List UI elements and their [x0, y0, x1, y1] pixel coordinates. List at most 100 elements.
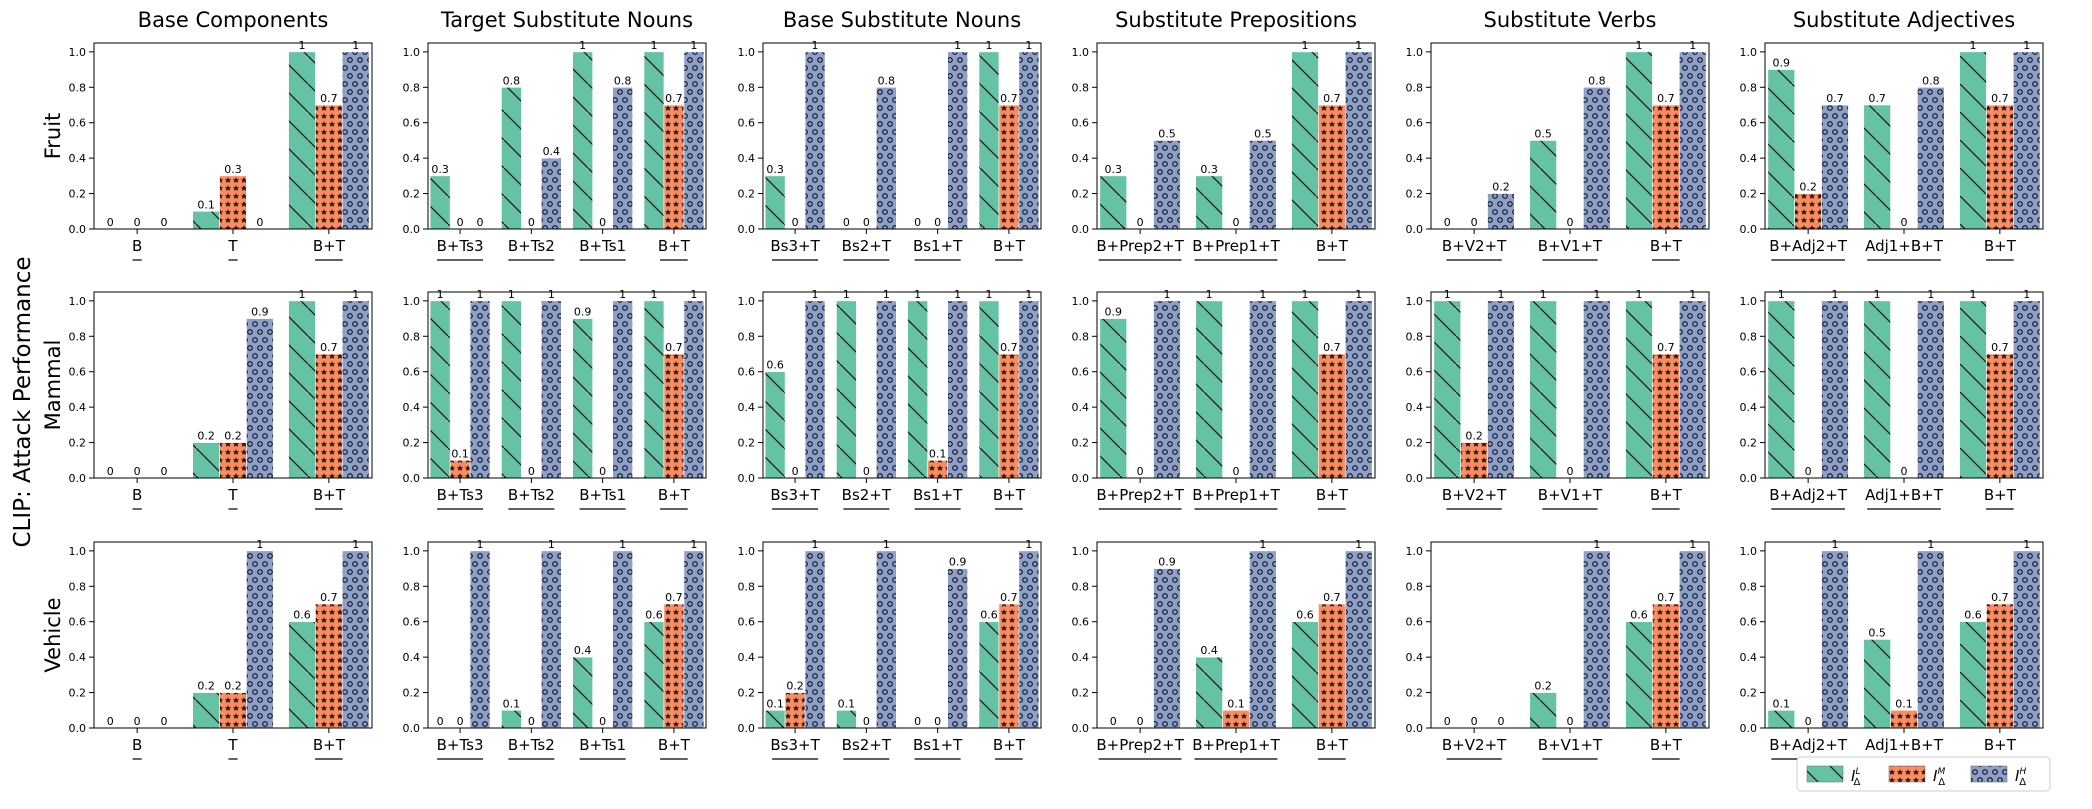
bar-H [1153, 140, 1181, 230]
data-label: 0 [1137, 715, 1144, 728]
y-tick-label: 0.2 [1740, 437, 1758, 450]
bar-L [1959, 51, 1987, 230]
bar-H [683, 300, 705, 479]
x-tick-label: B+Prep2+T [1096, 237, 1184, 255]
bar-L [572, 51, 593, 230]
x-tick-label: Bs2+T [842, 486, 892, 504]
x-tick-label: B+Ts1 [579, 237, 626, 255]
y-tick-label: 0.8 [738, 580, 756, 593]
x-tick-label: T [227, 486, 238, 504]
bar-H [2012, 300, 2041, 479]
panel: 0 0.1 1 0 0.3 0.7 0 0 1 0.0 0.2 0.4 0.6 0.8 1.0 B T B+T [69, 39, 373, 261]
x-tick-label: Bs1+T [913, 486, 963, 504]
bar-L [1099, 318, 1128, 479]
bar-H [341, 550, 370, 729]
bar-M [784, 692, 806, 729]
data-label: 0 [1233, 465, 1240, 478]
y-tick-label: 0.2 [69, 687, 87, 700]
y-tick-label: 0.2 [1072, 437, 1090, 450]
bar-L [1195, 656, 1223, 729]
bar-L [1433, 300, 1462, 479]
data-label: 0 [160, 715, 167, 728]
y-tick-label: 0.8 [69, 580, 87, 593]
data-label: 0 [1137, 216, 1144, 229]
y-tick-label: 0.6 [69, 616, 87, 629]
y-tick-label: 0.0 [1740, 722, 1758, 735]
y-tick-label: 0.4 [403, 651, 421, 664]
bar-H [341, 300, 370, 479]
data-label: 1 [883, 288, 890, 301]
bar-H [1153, 300, 1181, 479]
bar-L [1195, 175, 1223, 230]
x-tick-label: B+T [1650, 736, 1683, 754]
x-tick-label: B [132, 237, 142, 255]
data-label: 1 [1593, 288, 1600, 301]
axes-frame [762, 291, 1042, 479]
data-label: 1 [2023, 288, 2030, 301]
x-tick-label: B+Ts2 [508, 486, 555, 504]
y-tick-label: 0.6 [1406, 616, 1424, 629]
bar-L [1291, 300, 1319, 479]
data-label: 1 [508, 288, 515, 301]
y-tick-label: 0.0 [1740, 223, 1758, 236]
y-tick-label: 0.8 [403, 580, 421, 593]
data-label: 0.1 [197, 198, 215, 211]
data-label: 0.5 [1158, 127, 1176, 140]
bar-L [572, 318, 593, 479]
data-label: 0.3 [1105, 163, 1123, 176]
bar-H [1583, 86, 1611, 230]
data-label: 1 [650, 39, 657, 52]
x-tick-label: Bs2+T [842, 736, 892, 754]
bar-H [1018, 550, 1040, 729]
data-label: 0.3 [766, 163, 784, 176]
y-tick-label: 0.4 [738, 152, 756, 165]
y-tick-label: 0.8 [1406, 330, 1424, 343]
data-label: 0.1 [766, 697, 784, 710]
data-label: 0 [528, 216, 535, 229]
y-tick-label: 0.6 [738, 117, 756, 130]
y-tick-label: 0.8 [1406, 81, 1424, 94]
data-label: 0 [1444, 216, 1451, 229]
x-tick-label: B+T [313, 237, 346, 255]
data-label: 1 [352, 39, 359, 52]
data-label: 0 [599, 715, 606, 728]
data-label: 1 [1355, 538, 1362, 551]
data-label: 0 [863, 715, 870, 728]
bar-L [1291, 621, 1319, 729]
data-label: 1 [1302, 39, 1309, 52]
y-tick-label: 0.2 [1740, 188, 1758, 201]
y-tick-label: 0.4 [1740, 401, 1758, 414]
data-label: 1 [1593, 538, 1600, 551]
y-tick-label: 0.8 [1072, 81, 1090, 94]
y-tick-label: 0.6 [1406, 117, 1424, 130]
data-label: 0.1 [838, 697, 856, 710]
bar-L [1529, 692, 1557, 729]
data-label: 1 [1206, 288, 1213, 301]
bar-H [469, 550, 491, 729]
x-tick-label: B+Ts1 [579, 486, 626, 504]
x-tick-label: B+T [993, 736, 1026, 754]
y-tick-label: 0.0 [738, 223, 756, 236]
x-tick-label: B+Ts3 [437, 237, 484, 255]
y-tick-label: 0.2 [1406, 188, 1424, 201]
x-tick-label: Bs3+T [770, 486, 820, 504]
bar-L [192, 442, 220, 479]
data-label: 0.8 [503, 74, 521, 87]
y-tick-label: 1.0 [1740, 46, 1758, 59]
x-tick-label: B+Adj2+T [1769, 237, 1848, 255]
panel: 0.30 010 0 00.710.81 10.00.20.40.60.81.0Bs3+… [738, 39, 1042, 261]
data-label: 0 [1567, 465, 1574, 478]
y-tick-label: 0.0 [1072, 722, 1090, 735]
data-label: 0.2 [786, 680, 804, 693]
data-label: 0.5 [1868, 626, 1886, 639]
data-label: 0 [134, 715, 141, 728]
y-tick-label: 0.2 [403, 188, 421, 201]
y-tick-label: 0.2 [738, 437, 756, 450]
x-tick-label: B+Prep2+T [1096, 736, 1184, 754]
y-tick-label: 0.0 [69, 472, 87, 485]
data-label: 1 [812, 538, 819, 551]
data-label: 0 [107, 465, 114, 478]
bar-H [804, 51, 826, 230]
data-label: 1 [1025, 288, 1032, 301]
data-label: 0 [1567, 216, 1574, 229]
